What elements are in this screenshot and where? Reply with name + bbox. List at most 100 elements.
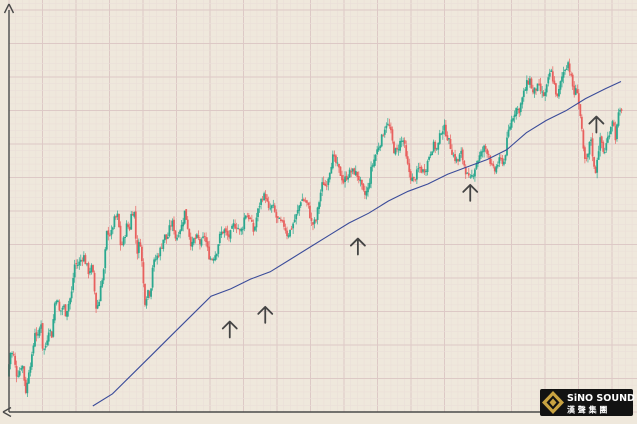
candle-down bbox=[203, 232, 206, 242]
candle-down bbox=[206, 237, 209, 251]
candle-up bbox=[521, 96, 524, 109]
candle-up bbox=[220, 226, 223, 239]
candle-up bbox=[316, 206, 319, 225]
candle-up bbox=[524, 87, 527, 91]
candle-up bbox=[258, 202, 261, 213]
candle-up bbox=[195, 233, 198, 239]
candle-down bbox=[136, 235, 139, 260]
candle-up bbox=[522, 87, 525, 102]
candle-down bbox=[405, 140, 408, 159]
candle-up bbox=[130, 211, 133, 230]
candle-down bbox=[382, 133, 385, 137]
candle-down bbox=[585, 153, 588, 162]
candle-up bbox=[98, 299, 101, 307]
candle-up bbox=[231, 224, 233, 230]
candle-up bbox=[379, 144, 382, 152]
candle-up bbox=[397, 144, 400, 156]
candle-up bbox=[31, 351, 33, 370]
candle-up bbox=[437, 142, 440, 155]
candle-up bbox=[116, 210, 119, 220]
candle-down bbox=[228, 230, 230, 242]
candle-down bbox=[542, 89, 545, 97]
candle-down bbox=[208, 240, 211, 260]
candle-up bbox=[599, 132, 602, 157]
candle-up bbox=[417, 162, 420, 173]
candle-up bbox=[218, 231, 221, 246]
candle-down bbox=[357, 171, 360, 184]
candle-up bbox=[52, 314, 55, 338]
candle-up bbox=[559, 80, 562, 95]
candle-up bbox=[89, 267, 91, 276]
candle-up bbox=[460, 147, 463, 158]
candle-down bbox=[283, 217, 285, 230]
candle-down bbox=[307, 202, 310, 209]
candle-down bbox=[345, 171, 348, 181]
candle-down bbox=[24, 376, 27, 395]
candle-down bbox=[553, 76, 556, 85]
candle-down bbox=[499, 154, 502, 161]
candle-down bbox=[197, 230, 200, 241]
candle-up bbox=[443, 119, 446, 135]
candle-down bbox=[535, 88, 537, 96]
candle-down bbox=[419, 162, 421, 173]
candle-up bbox=[469, 174, 472, 179]
candle-down bbox=[267, 196, 270, 211]
candle-down bbox=[280, 216, 282, 223]
candle-up bbox=[402, 137, 405, 147]
candle-up bbox=[278, 217, 281, 219]
candle-up bbox=[200, 237, 203, 248]
candle-up bbox=[441, 125, 444, 140]
candle-down bbox=[87, 261, 90, 279]
candle-up bbox=[495, 164, 498, 174]
candle-up bbox=[243, 212, 246, 232]
candle-down bbox=[551, 66, 554, 84]
candle-up bbox=[550, 68, 553, 73]
candle-series bbox=[8, 58, 623, 398]
candle-up bbox=[124, 234, 126, 244]
candle-down bbox=[573, 81, 576, 98]
candle-up bbox=[166, 232, 169, 240]
candle-up bbox=[209, 256, 212, 261]
candle-down bbox=[75, 259, 78, 269]
candle-up bbox=[380, 133, 383, 148]
candle-down bbox=[23, 365, 26, 387]
candle-up bbox=[313, 217, 316, 229]
candle-down bbox=[577, 89, 580, 110]
candle-up bbox=[318, 200, 321, 214]
candle-down bbox=[339, 166, 342, 177]
chart-grid bbox=[8, 0, 637, 413]
candle-up bbox=[298, 204, 301, 216]
candle-up bbox=[301, 193, 304, 202]
candle-down bbox=[527, 78, 530, 86]
candle-up bbox=[159, 246, 162, 261]
candle-up bbox=[263, 191, 266, 201]
candle-down bbox=[186, 216, 189, 230]
candle-up bbox=[512, 116, 515, 122]
candle-up bbox=[376, 145, 379, 155]
candle-up bbox=[215, 253, 218, 260]
candle-down bbox=[350, 167, 353, 178]
candle-down bbox=[454, 149, 456, 164]
candle-up bbox=[547, 74, 550, 87]
candle-up bbox=[102, 268, 105, 284]
candle-up bbox=[426, 159, 429, 176]
candle-up bbox=[367, 182, 369, 197]
candle-down bbox=[264, 190, 267, 204]
candle-up bbox=[394, 147, 397, 156]
candle-down bbox=[614, 121, 617, 144]
candle-up bbox=[452, 152, 455, 158]
candle-up bbox=[217, 243, 220, 258]
candle-up bbox=[18, 367, 21, 378]
candle-up bbox=[590, 137, 592, 146]
candle-up bbox=[32, 342, 35, 356]
candle-down bbox=[185, 209, 188, 220]
candle-up bbox=[202, 232, 204, 240]
candle-down bbox=[141, 245, 143, 267]
candle-up bbox=[101, 278, 104, 289]
candle-up bbox=[472, 173, 475, 180]
candle-down bbox=[238, 228, 241, 235]
candle-down bbox=[396, 144, 398, 153]
candle-up bbox=[191, 236, 194, 251]
candle-up bbox=[370, 161, 372, 189]
candle-up bbox=[564, 69, 566, 75]
